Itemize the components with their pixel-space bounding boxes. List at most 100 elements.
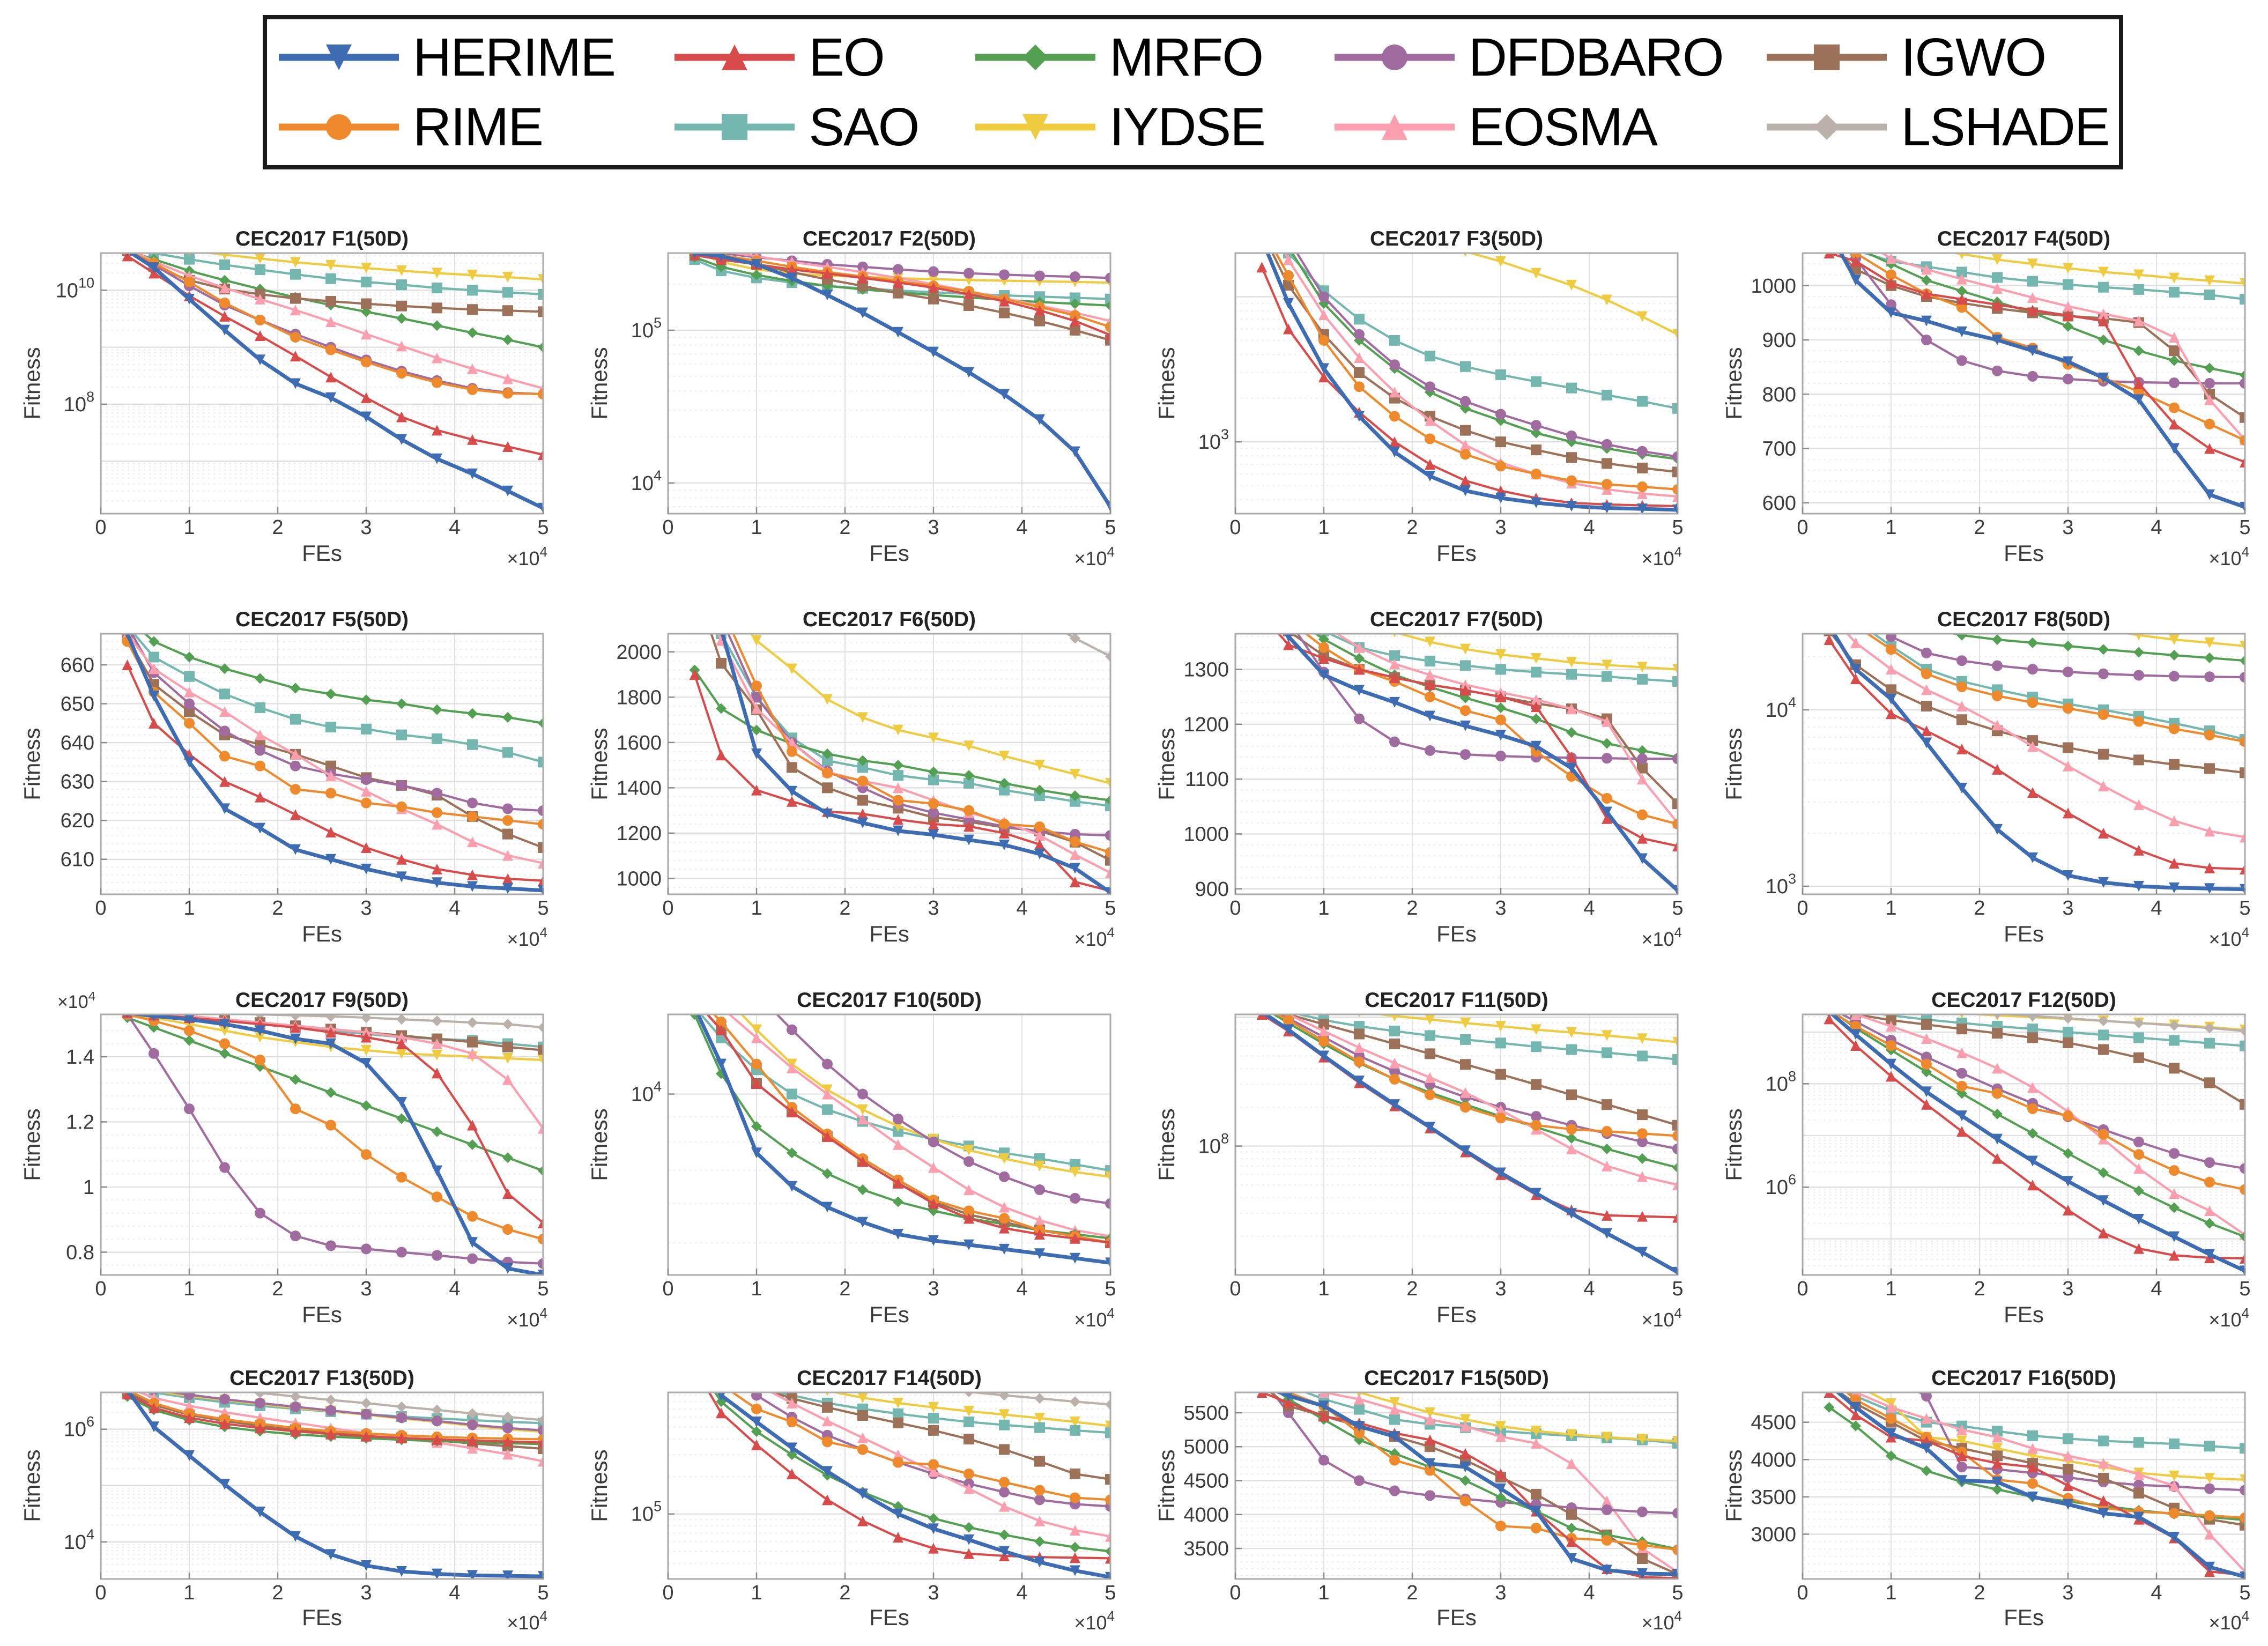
diamond-marker-icon: [973, 32, 1098, 83]
series-markers: [122, 1392, 543, 1445]
x-tick-label: 4: [1016, 516, 1027, 539]
plot-title: CEC2017 F2(50D): [803, 231, 976, 250]
series-sao: [1283, 253, 1678, 414]
series-eosma: [1880, 253, 2245, 446]
x-tick-label: 0: [1797, 1582, 1808, 1604]
plot-title: CEC2017 F5(50D): [235, 611, 409, 631]
series-markers: [1318, 642, 1678, 830]
x-tick-label: 1: [1318, 1582, 1329, 1604]
series-herime: [1265, 253, 1678, 514]
series-eo: [1824, 253, 2245, 468]
x-tick-label: 5: [2239, 897, 2250, 920]
axes-frame: [1234, 633, 1679, 895]
axes-frame: [1234, 252, 1679, 515]
y-tick-label: 3500: [1183, 1538, 1229, 1560]
x-tick-label: 2: [839, 897, 850, 920]
legend-label: DFDBARO: [1468, 27, 1724, 87]
x-tick-label: 3: [2062, 1582, 2073, 1604]
x-tick-label: 5: [2239, 1278, 2250, 1300]
y-tick-label: 4000: [1183, 1504, 1229, 1526]
y-tick-label: 4000: [1751, 1449, 1796, 1471]
series-markers: [721, 634, 1110, 894]
x-tick-label: 3: [360, 1278, 372, 1300]
y-tick-label: 104: [631, 1079, 662, 1106]
series-herime: [125, 253, 543, 514]
x-tick-label: 5: [1672, 897, 1683, 920]
series-dfdbaro: [1840, 1014, 2245, 1174]
series-markers: [149, 253, 543, 300]
series-markers: [1958, 253, 2245, 289]
x-tick-label: 5: [1672, 1278, 1683, 1300]
square-marker-icon: [672, 101, 797, 153]
series-markers: [787, 1393, 1110, 1485]
x-tick-label: 0: [662, 1582, 673, 1604]
grid: [1235, 253, 1678, 514]
series-iydse: [740, 1014, 1110, 1182]
y-tick-label: 600: [1762, 492, 1796, 515]
series-markers: [188, 253, 543, 285]
series-rime: [122, 636, 543, 830]
series-iydse: [1355, 1392, 1678, 1447]
series-herime: [717, 1392, 1110, 1579]
x-tick-label: 2: [1406, 1582, 1418, 1604]
y-tick-label: 5000: [1183, 1436, 1229, 1458]
x-tick-label: 4: [449, 1582, 460, 1604]
x-axis-multiplier: ×104: [2208, 1305, 2249, 1331]
y-axis-label: Fitness: [587, 1449, 612, 1522]
y-tick-label: 108: [1198, 1131, 1229, 1158]
grid: [1235, 634, 1678, 894]
axes-frame: [100, 252, 544, 515]
series-eo: [689, 669, 1110, 894]
series-eosma: [769, 1392, 1110, 1542]
x-tick-label: 1: [1318, 897, 1329, 920]
legend-label: RIME: [413, 97, 544, 157]
series-markers: [1960, 1014, 2245, 1036]
x-tick-label: 4: [2151, 897, 2162, 920]
y-axis-label: Fitness: [1154, 1449, 1179, 1522]
subplot-cec2017-f3-50d-: 0 1 2 3 4 5 103 FEs ×104 Fitness CEC2017 F3(50D): [1148, 227, 1687, 584]
series-iydse: [825, 1392, 1110, 1432]
y-tick-label: 108: [1766, 1068, 1796, 1095]
series-iydse: [1950, 253, 2245, 289]
y-tick-label: 106: [64, 1414, 94, 1441]
x-tick-label: 0: [1797, 1278, 1808, 1300]
series-markers: [1886, 634, 2245, 683]
x-axis-label: FEs: [2004, 1605, 2044, 1630]
series-markers: [787, 1392, 1110, 1439]
triangle-up-marker-icon: [1332, 101, 1457, 153]
plot-title: CEC2017 F15(50D): [1364, 1370, 1549, 1390]
series-markers: [1825, 1014, 2245, 1195]
x-tick-label: 3: [1495, 897, 1506, 920]
x-tick-label: 2: [272, 897, 283, 920]
series-markers: [1318, 666, 1678, 765]
x-axis-multiplier: ×104: [507, 924, 547, 950]
series-herime: [695, 1014, 1110, 1269]
series-markers: [1283, 270, 1678, 495]
x-tick-label: 4: [1016, 897, 1027, 920]
series-iydse: [750, 634, 1110, 789]
series-herime: [1839, 253, 2245, 513]
plot-title: CEC2017 F11(50D): [1365, 992, 1548, 1012]
x-tick-label: 3: [2062, 1278, 2073, 1300]
y-axis-label: Fitness: [587, 728, 612, 800]
series-iydse: [188, 253, 543, 285]
x-tick-label: 5: [1105, 897, 1116, 920]
series-herime: [125, 1014, 543, 1275]
x-axis-label: FEs: [302, 1605, 342, 1630]
series-igwo: [1271, 253, 1678, 478]
square-marker-icon: [1765, 32, 1889, 83]
series-rime: [1865, 634, 2245, 747]
x-tick-label: 0: [95, 1278, 106, 1300]
series-mrfo: [143, 634, 543, 729]
x-tick-label: 1: [183, 1278, 195, 1300]
series-eosma: [122, 634, 543, 869]
series-eo: [122, 1392, 543, 1448]
y-tick-label: 640: [61, 732, 94, 754]
series-markers: [1886, 258, 2245, 381]
series-markers: [717, 1392, 1110, 1579]
x-tick-label: 1: [1318, 516, 1329, 539]
x-axis-label: FEs: [302, 540, 342, 566]
series-herime: [1274, 1392, 1678, 1579]
x-tick-label: 1: [751, 516, 762, 539]
